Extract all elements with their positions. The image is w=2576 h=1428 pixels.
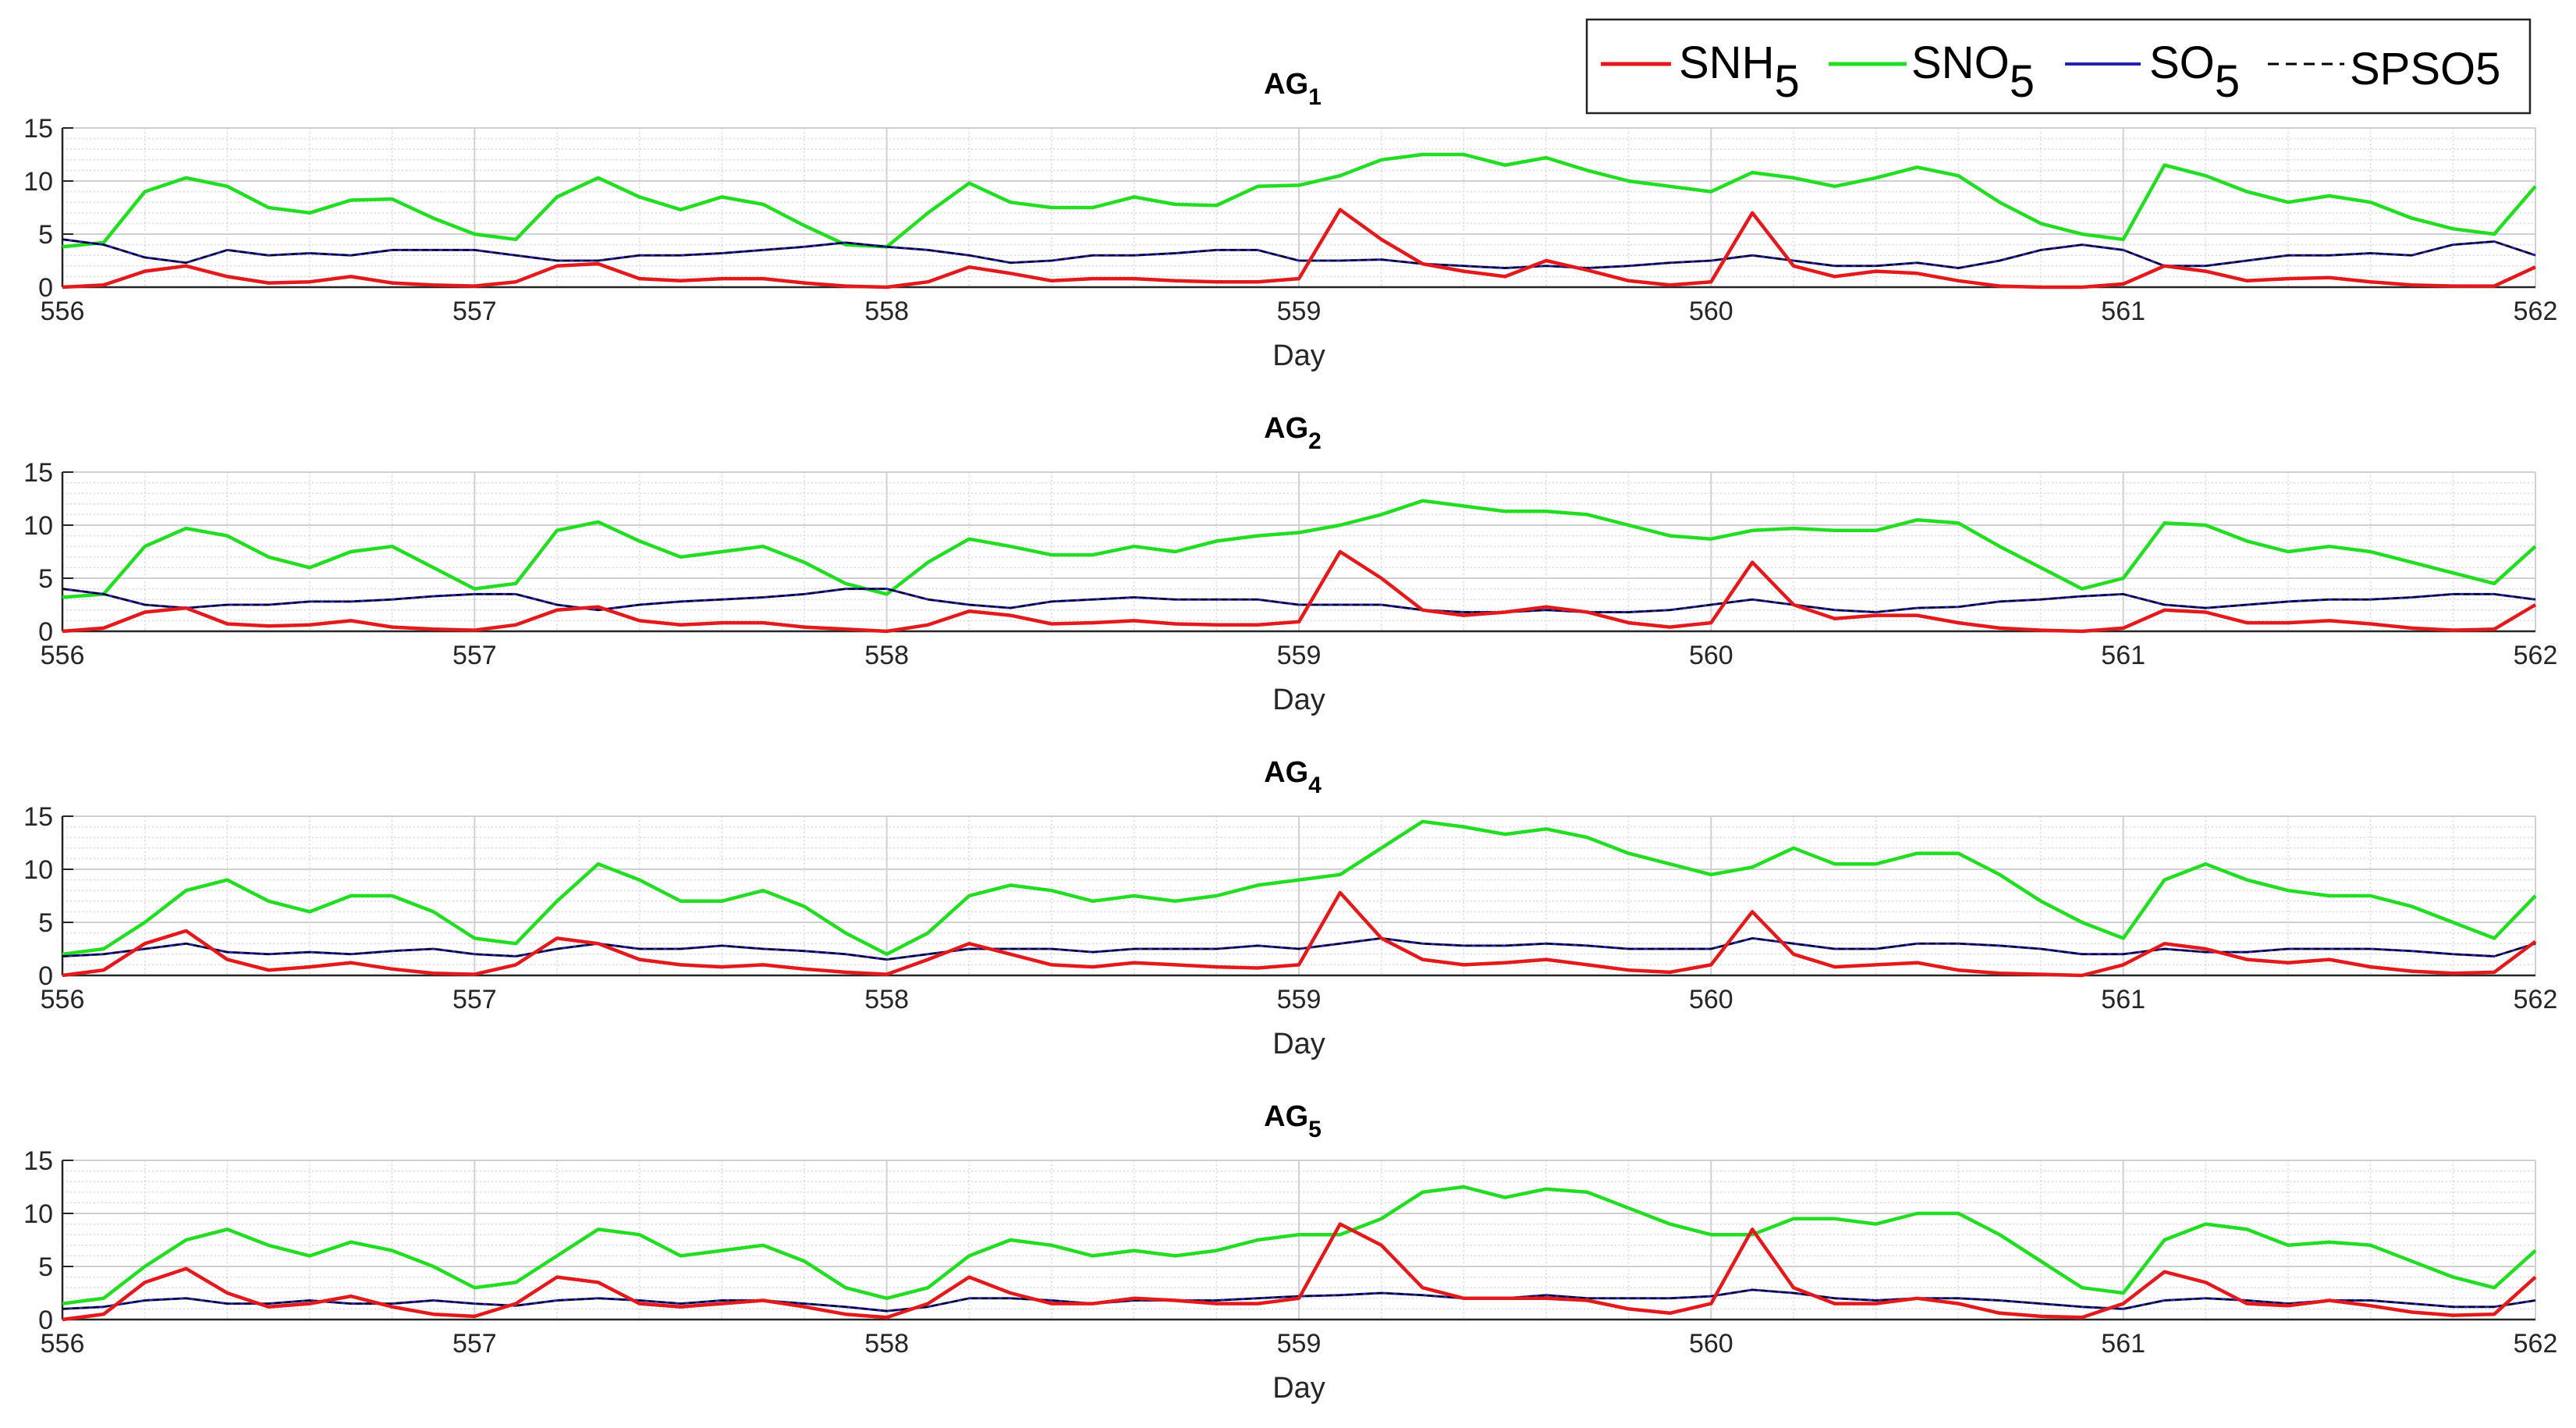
x-tick-label: 559 xyxy=(1277,985,1322,1014)
y-tick-label: 0 xyxy=(38,1305,53,1335)
x-axis-label: Day xyxy=(1272,684,1325,716)
x-tick-label: 558 xyxy=(864,297,909,326)
x-tick-label: 559 xyxy=(1277,297,1322,326)
subplot-ag2: 0 5 10 15 556 557 558 559 560 561 562 Day AG2 xyxy=(23,412,2557,716)
subplot-title: AG5 xyxy=(1264,1100,1322,1142)
x-tick-label: 558 xyxy=(864,641,909,670)
legend: SNH5 SNO5 SO5 SPSO5 xyxy=(1585,18,2532,115)
x-tick-label: 560 xyxy=(1689,985,1733,1014)
x-tick-label: 561 xyxy=(2101,985,2145,1014)
x-tick-label: 557 xyxy=(452,297,497,326)
x-tick-label: 560 xyxy=(1689,641,1733,670)
legend-box xyxy=(1585,18,2532,115)
y-tick-label: 5 xyxy=(38,1252,53,1282)
subplot-ag4: 0 5 10 15 556 557 558 559 560 561 562 Day AG4 xyxy=(23,756,2557,1060)
x-tick-label: 559 xyxy=(1277,641,1322,670)
x-tick-label: 556 xyxy=(41,641,85,670)
y-tick-label: 10 xyxy=(23,855,53,885)
subplot-ag1: 0 5 10 15 556 557 558 559 560 561 562 Day AG1 xyxy=(23,68,2557,372)
y-tick-label: 10 xyxy=(23,1199,53,1229)
series-spso5 xyxy=(62,937,2536,961)
series-snh5 xyxy=(62,208,2536,290)
y-tick-label: 0 xyxy=(38,273,53,303)
subplots: 0 5 10 15 556 557 558 559 560 561 562 Day AG1 0 5 10 15 5… xyxy=(23,68,2557,1405)
y-tick-label: 15 xyxy=(23,114,53,144)
series-sno5 xyxy=(62,499,2537,599)
subplot-title: AG4 xyxy=(1264,756,1322,798)
series-snh5 xyxy=(62,1222,2537,1322)
x-tick-label: 560 xyxy=(1689,1329,1733,1359)
x-tick-label: 562 xyxy=(2514,1329,2558,1359)
legend-label-snh: SNH5 xyxy=(1679,37,1800,107)
legend-label-sno: SNO5 xyxy=(1911,37,2035,107)
series-sno5 xyxy=(62,152,2537,249)
x-tick-label: 558 xyxy=(864,1329,909,1359)
series-spso5 xyxy=(62,238,2536,269)
x-axis-label: Day xyxy=(1272,339,1325,372)
x-tick-label: 561 xyxy=(2101,641,2145,670)
x-tick-label: 557 xyxy=(452,641,497,670)
series-spso5 xyxy=(62,588,2536,613)
y-tick-label: 5 xyxy=(38,908,53,938)
x-tick-label: 562 xyxy=(2514,985,2558,1014)
y-tick-label: 15 xyxy=(23,458,53,488)
x-tick-label: 556 xyxy=(41,985,85,1014)
y-tick-label: 5 xyxy=(38,220,53,250)
x-tick-label: 560 xyxy=(1689,297,1733,326)
subplot-title: AG1 xyxy=(1264,68,1322,110)
subplot-title: AG2 xyxy=(1264,412,1322,454)
series-snh5 xyxy=(62,890,2537,978)
y-tick-label: 15 xyxy=(23,802,53,832)
y-tick-label: 5 xyxy=(38,564,53,594)
y-tick-label: 0 xyxy=(38,961,53,991)
x-tick-label: 557 xyxy=(452,1329,497,1359)
x-tick-label: 556 xyxy=(41,1329,85,1359)
legend-label-so: SO5 xyxy=(2149,37,2240,107)
x-tick-label: 562 xyxy=(2514,297,2558,326)
x-axis-label: Day xyxy=(1272,1028,1325,1060)
y-tick-label: 10 xyxy=(23,167,53,197)
x-tick-label: 561 xyxy=(2101,1329,2145,1359)
series-snh5 xyxy=(62,549,2537,634)
legend-label-spso5: SPSO5 xyxy=(2350,44,2500,94)
x-tick-label: 562 xyxy=(2514,641,2558,670)
y-tick-label: 15 xyxy=(23,1146,53,1176)
y-tick-label: 10 xyxy=(23,511,53,541)
x-tick-label: 557 xyxy=(452,985,497,1014)
x-tick-label: 559 xyxy=(1277,1329,1322,1359)
x-tick-label: 561 xyxy=(2101,297,2145,326)
y-tick-label: 0 xyxy=(38,617,53,647)
x-tick-label: 556 xyxy=(41,297,85,326)
series-sno5 xyxy=(62,819,2537,957)
subplot-ag5: 0 5 10 15 556 557 558 559 560 561 562 Day AG5 xyxy=(23,1100,2557,1405)
x-axis-label: Day xyxy=(1272,1372,1325,1405)
x-tick-label: 558 xyxy=(864,985,909,1014)
series-sno5 xyxy=(62,1185,2537,1305)
